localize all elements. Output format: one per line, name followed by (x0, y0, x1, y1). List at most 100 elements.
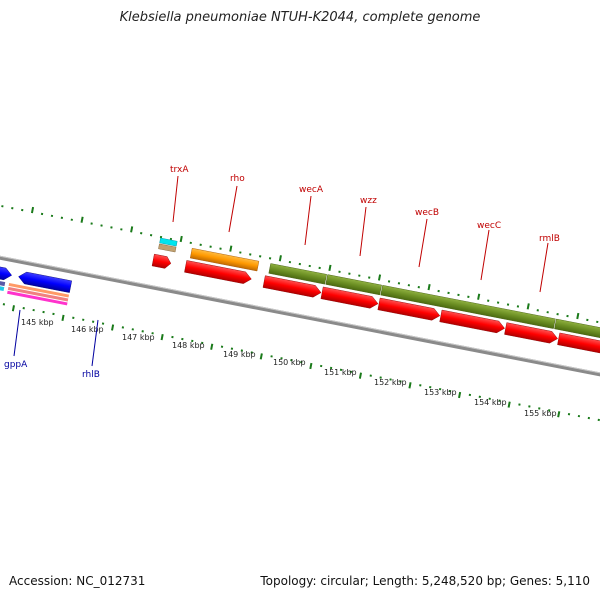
gene-label-trxA: trxA (170, 165, 189, 175)
minor-tick (250, 351, 253, 354)
minor-tick (487, 299, 490, 302)
minor-tick (42, 310, 45, 314)
magenta-strip (7, 290, 68, 306)
tan-feature (158, 243, 177, 253)
minor-tick (556, 312, 559, 316)
kbp-label: 148 kbp (172, 341, 205, 350)
tick-row-bottom (2, 303, 600, 422)
major-tick (328, 264, 332, 272)
kbp-label: 155 kbp (524, 409, 557, 418)
minor-tick (288, 260, 292, 264)
minor-tick (22, 307, 25, 310)
minor-tick (290, 359, 293, 362)
trxA-gene (151, 253, 172, 269)
minor-tick (587, 416, 591, 420)
kbp-label: 149 kbp (223, 350, 256, 359)
tick-row-top (1, 205, 599, 324)
orange-strip (8, 282, 70, 298)
major-tick (80, 216, 84, 223)
minor-tick (566, 314, 569, 318)
minor-tick (181, 337, 184, 341)
kbp-label: 153 kbp (424, 388, 457, 397)
major-tick (111, 324, 115, 331)
minor-tick (140, 232, 143, 235)
major-tick (179, 235, 183, 243)
minor-tick (369, 374, 372, 377)
minor-tick (2, 303, 6, 306)
minor-tick (438, 387, 442, 391)
minor-tick (249, 253, 252, 256)
minor-tick (387, 280, 391, 283)
minor-tick (577, 414, 581, 418)
kbp-label: 145 kbp (21, 318, 54, 327)
minor-tick (528, 405, 531, 408)
minor-tick (169, 237, 173, 241)
minor-tick (348, 272, 351, 275)
leader-line (480, 229, 490, 281)
minor-tick (72, 316, 75, 319)
minor-tick (120, 228, 123, 231)
kbp-label: 150 kbp (273, 358, 306, 367)
minor-tick (239, 251, 242, 254)
wecB-gene (377, 297, 441, 321)
major-tick (61, 314, 65, 321)
leader-line (228, 185, 238, 233)
major-tick (377, 274, 382, 281)
major-tick (160, 333, 164, 341)
minor-tick (52, 312, 55, 316)
minor-tick (82, 318, 85, 321)
major-tick (507, 401, 511, 408)
minor-tick (349, 370, 353, 373)
minor-tick (50, 214, 54, 218)
minor-tick (11, 207, 14, 210)
kbp-label: 152 kbp (374, 378, 407, 387)
leader-line (304, 195, 312, 246)
minor-tick (429, 386, 432, 389)
minor-tick (506, 303, 510, 306)
minor-tick (319, 364, 323, 368)
minor-tick (199, 243, 202, 246)
minor-tick (318, 266, 321, 270)
minor-tick (201, 341, 204, 345)
minor-tick (151, 332, 154, 335)
top-gene-labels: trxA rho wecA wzz wecB wecC rmlB (170, 165, 560, 293)
wec-cluster-segment (268, 263, 327, 285)
gene-label-wzz: wzz (360, 196, 377, 206)
wecC-gene (439, 309, 505, 334)
wec-cluster-segment (325, 274, 382, 296)
major-tick (408, 382, 412, 389)
minor-tick (70, 218, 73, 221)
minor-tick (536, 309, 539, 312)
minor-tick (40, 212, 44, 216)
minor-tick (548, 409, 551, 412)
kbp-label: 147 kbp (122, 333, 155, 342)
major-tick (458, 391, 462, 399)
minor-tick (586, 318, 589, 322)
bottom-gene-labels: gppA rhlB (4, 309, 100, 380)
minor-tick (189, 241, 192, 245)
minor-tick (448, 389, 452, 393)
minor-tick (270, 355, 273, 358)
minor-tick (407, 284, 411, 287)
minor-tick (159, 235, 163, 239)
minor-tick (339, 368, 343, 372)
kbp-label: 151 kbp (324, 368, 357, 377)
rho-gene-track (190, 247, 260, 272)
gppA-gene (0, 251, 12, 281)
minor-tick (280, 357, 283, 360)
minor-tick (496, 301, 500, 304)
minor-tick (516, 305, 520, 308)
wec-cluster-track (268, 263, 600, 341)
major-tick (30, 206, 35, 214)
leader-line (13, 309, 21, 357)
wecA-gene (262, 275, 322, 298)
major-tick (278, 255, 282, 262)
leader-line (539, 242, 549, 293)
genome-backbone-highlight (0, 240, 600, 376)
minor-tick (230, 347, 234, 350)
gene-label-wecC: wecC (477, 221, 501, 231)
genome-backbone (0, 240, 600, 379)
kbp-label: 154 kbp (474, 398, 507, 407)
major-tick (130, 226, 134, 233)
